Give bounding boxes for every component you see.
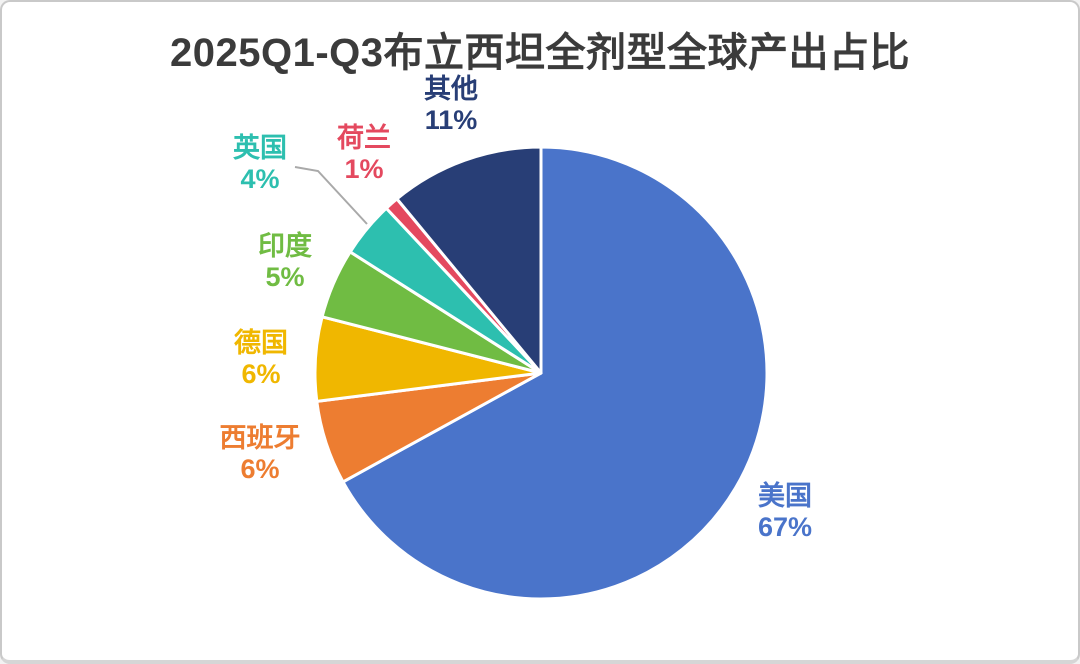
pie-label-name: 德国 — [234, 328, 288, 358]
pie-label-value: 4% — [240, 164, 280, 194]
pie-label-name: 西班牙 — [219, 423, 301, 453]
pie-label-name: 荷兰 — [337, 123, 391, 153]
chart-title: 2025Q1-Q3布立西坦全剂型全球产出占比 — [169, 31, 911, 75]
pie-label-value: 6% — [241, 359, 281, 389]
pie-label-印度: 印度 5% — [258, 231, 312, 293]
pie-label-美国: 美国 67% — [758, 481, 812, 543]
pie-label-英国: 英国 4% — [233, 133, 287, 195]
pie-label-其他: 其他 11% — [424, 74, 478, 136]
pie-label-西班牙: 西班牙 6% — [220, 423, 301, 485]
pie-label-name: 印度 — [258, 231, 312, 261]
pie-label-value: 11% — [424, 105, 478, 135]
pie-label-荷兰: 荷兰 1% — [337, 123, 391, 185]
pie-label-name: 英国 — [233, 133, 287, 163]
pie-slices — [313, 145, 769, 601]
pie-label-name: 美国 — [757, 481, 812, 511]
pie-label-value: 1% — [344, 154, 384, 184]
pie-label-value: 6% — [240, 454, 280, 484]
pie-slice-其他 — [395, 145, 543, 375]
pie-label-value: 67% — [757, 512, 813, 542]
pie-label-value: 5% — [265, 262, 305, 292]
leader-line-uk — [294, 166, 368, 225]
pie-slice-美国 — [341, 145, 769, 601]
pie-label-name: 其他 — [424, 74, 478, 104]
pie-label-德国: 德国 6% — [234, 328, 288, 390]
